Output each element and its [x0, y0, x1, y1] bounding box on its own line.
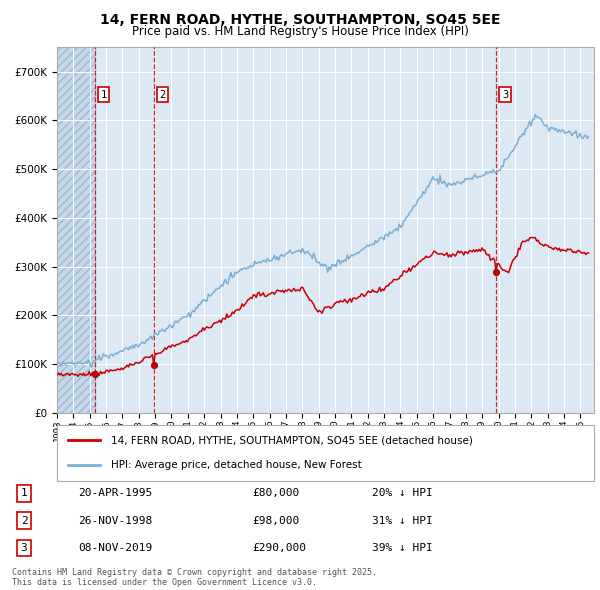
- Text: 14, FERN ROAD, HYTHE, SOUTHAMPTON, SO45 5EE: 14, FERN ROAD, HYTHE, SOUTHAMPTON, SO45 …: [100, 13, 500, 27]
- Text: £290,000: £290,000: [252, 543, 306, 553]
- Text: 14, FERN ROAD, HYTHE, SOUTHAMPTON, SO45 5EE (detached house): 14, FERN ROAD, HYTHE, SOUTHAMPTON, SO45 …: [111, 435, 473, 445]
- Text: HPI: Average price, detached house, New Forest: HPI: Average price, detached house, New …: [111, 460, 361, 470]
- Text: £98,000: £98,000: [252, 516, 299, 526]
- Text: 1: 1: [100, 90, 107, 100]
- Text: 2: 2: [20, 516, 28, 526]
- Text: 3: 3: [502, 90, 508, 100]
- Text: Price paid vs. HM Land Registry's House Price Index (HPI): Price paid vs. HM Land Registry's House …: [131, 25, 469, 38]
- FancyBboxPatch shape: [57, 425, 594, 481]
- Text: 1: 1: [20, 489, 28, 499]
- Bar: [496, 47, 594, 413]
- Text: 20% ↓ HPI: 20% ↓ HPI: [372, 489, 433, 499]
- Text: Contains HM Land Registry data © Crown copyright and database right 2025.
This d: Contains HM Land Registry data © Crown c…: [12, 568, 377, 587]
- Bar: [57, 47, 95, 413]
- Bar: [57, 47, 95, 413]
- Text: 26-NOV-1998: 26-NOV-1998: [78, 516, 152, 526]
- Text: 20-APR-1995: 20-APR-1995: [78, 489, 152, 499]
- Text: 3: 3: [20, 543, 28, 553]
- Text: 31% ↓ HPI: 31% ↓ HPI: [372, 516, 433, 526]
- Bar: [95, 47, 154, 413]
- Text: 08-NOV-2019: 08-NOV-2019: [78, 543, 152, 553]
- Text: 39% ↓ HPI: 39% ↓ HPI: [372, 543, 433, 553]
- Text: £80,000: £80,000: [252, 489, 299, 499]
- Text: 2: 2: [159, 90, 166, 100]
